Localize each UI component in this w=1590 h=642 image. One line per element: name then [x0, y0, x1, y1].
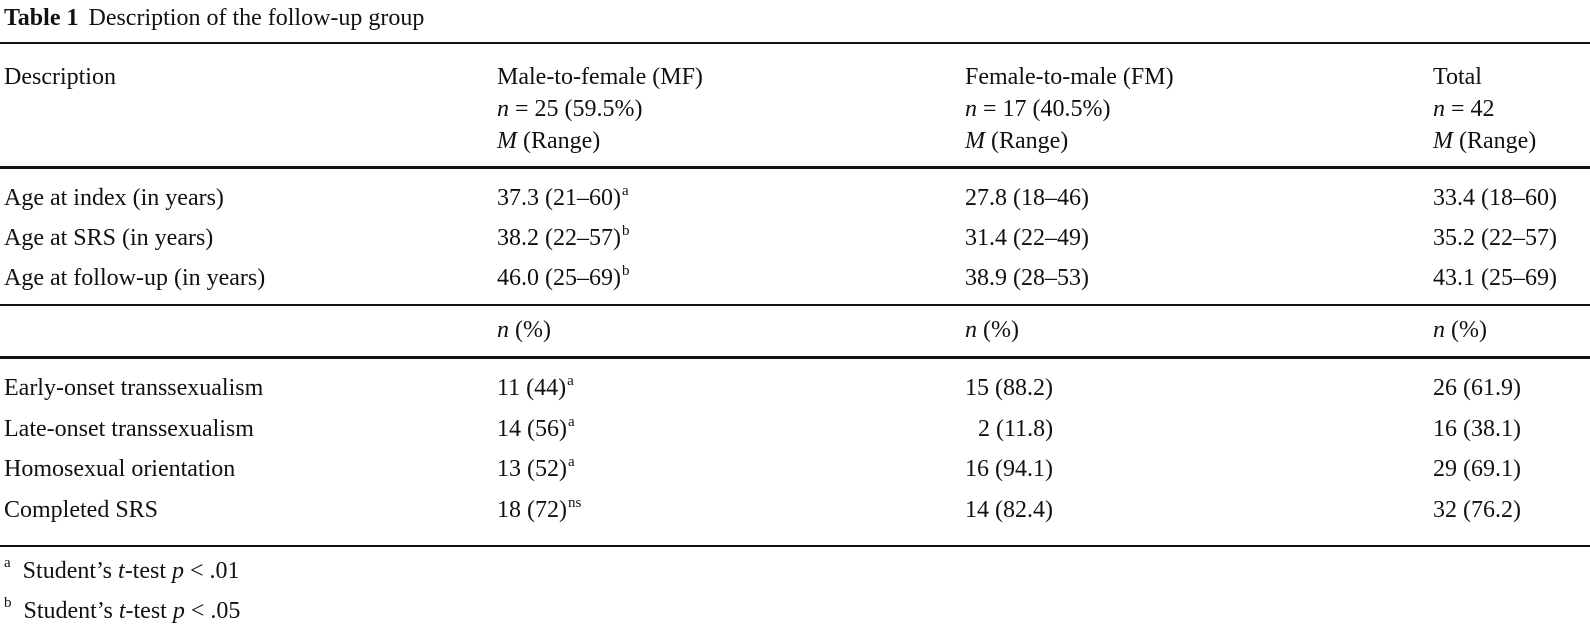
- row-mf-value: 11 (44)a: [497, 373, 574, 402]
- subheader-fm-n-percent: n (%): [965, 317, 1019, 343]
- header-female-to-male: Female-to-male (FM) n = 17 (40.5%) M (Ra…: [965, 61, 1174, 157]
- row-fm-value: 2 (11.8): [978, 416, 1054, 442]
- row-label: Late-onset transsexualism: [4, 416, 254, 442]
- row-fm-value: 14 (82.4): [965, 497, 1053, 523]
- row-total-value: 43.1 (25–69): [1433, 265, 1557, 291]
- section-rule: [0, 304, 1590, 306]
- header-total: Total n = 42 M (Range): [1433, 61, 1536, 157]
- header-mf-n: n = 25 (59.5%): [497, 96, 643, 122]
- row-fm-value: 31.4 (22–49): [965, 225, 1089, 251]
- bottom-rule: [0, 545, 1590, 547]
- table-caption: Table 1 Description of the follow-up grou…: [4, 3, 424, 33]
- row-total-value: 35.2 (22–57): [1433, 225, 1557, 251]
- header-fm-n: n = 17 (40.5%): [965, 96, 1111, 122]
- row-total-value: 29 (69.1): [1433, 456, 1521, 482]
- row-label: Homosexual orientation: [4, 456, 236, 482]
- row-mf-value: 38.2 (22–57)b: [497, 223, 630, 252]
- row-total-value: 16 (38.1): [1433, 416, 1521, 442]
- subheader-total-n-percent: n (%): [1433, 317, 1487, 343]
- row-mf-value: 13 (52)a: [497, 454, 575, 483]
- row-fm-value: 38.9 (28–53): [965, 265, 1089, 291]
- header-male-to-female: Male-to-female (MF) n = 25 (59.5%) M (Ra…: [497, 61, 703, 157]
- row-fm-value: 15 (88.2): [965, 375, 1053, 401]
- row-label: Age at follow-up (in years): [4, 265, 266, 291]
- row-total-value: 32 (76.2): [1433, 497, 1521, 523]
- row-label: Age at SRS (in years): [4, 225, 214, 251]
- header-mf-title: Male-to-female (MF): [497, 64, 703, 90]
- header-total-title: Total: [1433, 64, 1482, 90]
- header-mf-m: M (Range): [497, 128, 601, 154]
- row-fm-value: 16 (94.1): [965, 456, 1053, 482]
- top-rule: [0, 42, 1590, 44]
- row-mf-value: 14 (56)a: [497, 414, 575, 443]
- header-fm-m: M (Range): [965, 128, 1069, 154]
- row-fm-value: 27.8 (18–46): [965, 185, 1089, 211]
- footnote-a: a Student’s t-test p < .01: [4, 555, 240, 585]
- subheader-rule: [0, 356, 1590, 359]
- row-mf-value: 37.3 (21–60)a: [497, 183, 629, 212]
- table-caption-text: Description of the follow-up group: [88, 5, 425, 31]
- subheader-mf-n-percent: n (%): [497, 317, 551, 343]
- row-total-value: 26 (61.9): [1433, 375, 1521, 401]
- table-caption-label: Table 1: [4, 5, 79, 31]
- row-label: Early-onset transsexualism: [4, 375, 264, 401]
- header-total-m: M (Range): [1433, 128, 1537, 154]
- row-label: Age at index (in years): [4, 185, 224, 211]
- header-description: Description: [4, 64, 116, 90]
- header-fm-title: Female-to-male (FM): [965, 64, 1174, 90]
- row-mf-value: 46.0 (25–69)b: [497, 263, 630, 292]
- row-label: Completed SRS: [4, 497, 159, 523]
- footnote-b: b Student’s t-test p < .05: [4, 595, 241, 625]
- row-total-value: 33.4 (18–60): [1433, 185, 1557, 211]
- header-rule: [0, 166, 1590, 169]
- row-mf-value: 18 (72)ns: [497, 495, 582, 524]
- header-total-n: n = 42: [1433, 96, 1495, 122]
